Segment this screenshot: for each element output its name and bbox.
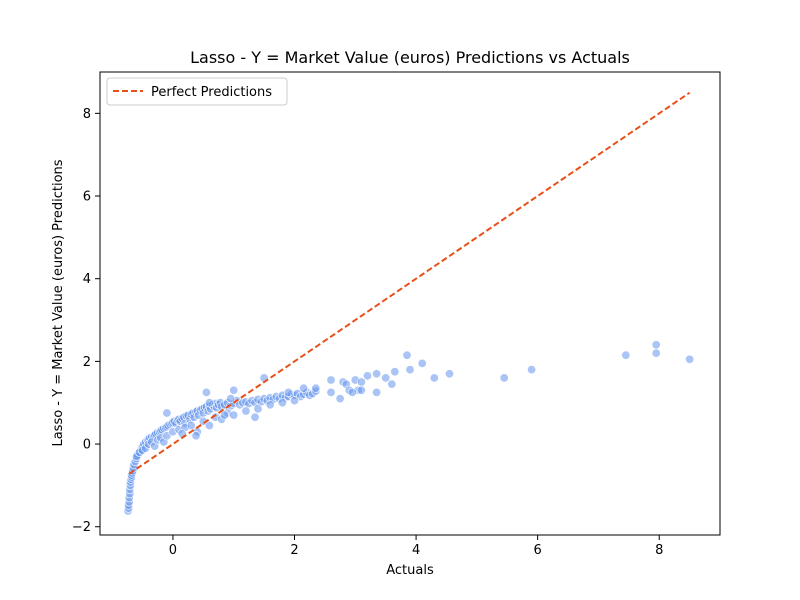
x-tick-label: 4 [412,543,420,558]
data-point [621,350,631,360]
plot-frame [99,71,721,536]
data-point [191,431,201,441]
data-point [162,408,172,418]
legend-label: Perfect Predictions [151,85,272,100]
x-tick-label: 2 [290,543,298,558]
data-point [335,394,345,404]
data-point [326,387,336,397]
legend-box [106,77,288,106]
data-point [499,373,509,383]
data-points [123,340,695,516]
x-axis-ticks: 0 2 4 6 8 [169,535,663,558]
y-tick-label: 0 [83,438,91,453]
x-tick-label: 8 [655,543,663,558]
data-point [220,410,230,420]
data-point [283,387,293,397]
y-axis-label: Lasso - Y = Market Value (euros) Predict… [51,159,66,446]
data-point [372,369,382,379]
data-point [372,387,382,397]
data-point [362,371,372,381]
data-point [527,365,537,375]
data-point [204,398,214,408]
data-point [651,340,661,350]
data-point [311,383,321,393]
data-point [277,398,287,408]
y-tick-label: 4 [83,272,91,287]
y-tick-label: 8 [83,107,91,122]
data-point [402,350,412,360]
data-point [356,377,366,387]
data-point [356,385,366,395]
data-point [651,348,661,358]
data-point [390,367,400,377]
data-point [405,365,415,375]
reference-line-layer [128,91,691,475]
y-axis-ticks: −2 0 2 4 6 8 [72,107,100,535]
y-tick-label: 2 [83,355,91,370]
y-tick-label: 6 [83,190,91,205]
data-point [326,375,336,385]
y-tick-label: −2 [72,520,91,535]
data-point [229,385,239,395]
data-point [204,420,214,430]
data-point [387,379,397,389]
data-point [299,383,309,393]
data-point [685,354,695,364]
legend: Perfect Predictions [106,77,288,106]
data-point [229,410,239,420]
data-point [265,400,275,410]
data-point [289,396,299,406]
chart-title: Lasso - Y = Market Value (euros) Predict… [190,48,630,67]
x-tick-label: 0 [169,543,177,558]
data-point [444,369,454,379]
data-point [253,404,263,414]
data-point [381,373,391,383]
perfect-predictions-line [128,91,691,475]
data-point [417,358,427,368]
data-point [241,406,251,416]
x-tick-label: 6 [534,543,542,558]
data-point [347,387,357,397]
data-point [250,412,260,422]
data-point [429,373,439,383]
data-point [201,387,211,397]
data-point [226,394,236,404]
data-point [186,420,196,430]
x-axis-label: Actuals [386,563,434,578]
